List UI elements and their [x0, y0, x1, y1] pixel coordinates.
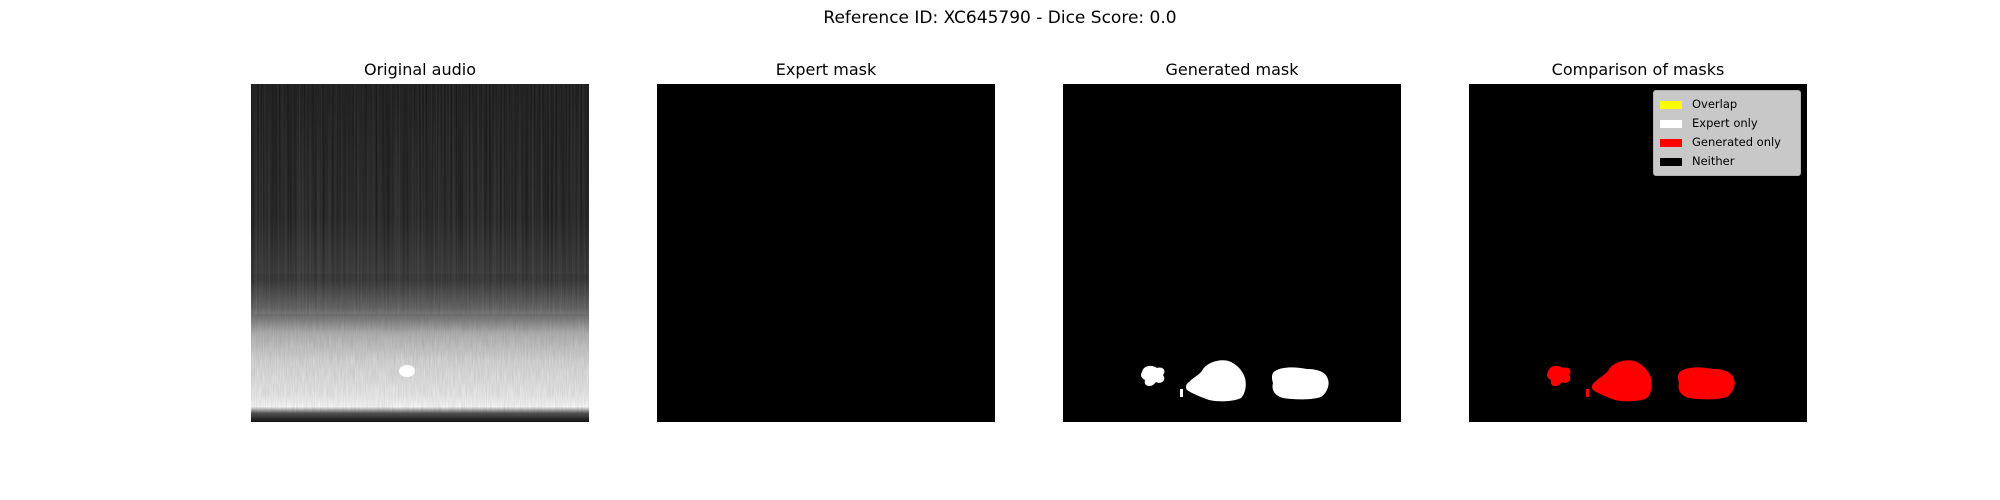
- expert-mask-image: [657, 84, 995, 422]
- legend-swatch: [1660, 100, 1682, 109]
- spectrogram-svg: [251, 84, 589, 422]
- mask-blob-right: [1271, 367, 1329, 400]
- spectrogram-image: [251, 84, 589, 422]
- comparison-legend: Overlap Expert only Generated only Neith…: [1653, 90, 1801, 176]
- legend-item-generated-only: Generated only: [1660, 133, 1794, 152]
- generated-mask-image: [1063, 84, 1401, 422]
- generated-mask-blobs: [1141, 360, 1329, 402]
- legend-item-neither: Neither: [1660, 152, 1794, 171]
- panel-title-original-audio: Original audio: [363, 60, 477, 79]
- legend-item-expert-only: Expert only: [1660, 114, 1794, 133]
- spectrogram-bright-spot: [399, 365, 415, 377]
- panel-title-expert-mask: Expert mask: [775, 60, 877, 79]
- spectrogram-texture: [251, 274, 589, 414]
- legend-item-overlap: Overlap: [1660, 95, 1794, 114]
- legend-swatch: [1660, 157, 1682, 166]
- generated-only-blobs: [1547, 360, 1735, 402]
- panel-title-generated-mask: Generated mask: [1165, 60, 1299, 79]
- legend-label: Generated only: [1692, 135, 1781, 149]
- mask-blob-small: [1141, 365, 1165, 387]
- comparison-mask-svg: [1547, 360, 1735, 402]
- panel-title-comparison: Comparison of masks: [1551, 60, 1725, 79]
- legend-swatch: [1660, 138, 1682, 147]
- legend-label: Neither: [1692, 154, 1735, 168]
- figure-title: Reference ID: XC645790 - Dice Score: 0.0: [823, 8, 1177, 28]
- mask-blob-large: [1185, 360, 1246, 402]
- comparison-blob-right: [1677, 367, 1735, 400]
- legend-label: Expert only: [1692, 116, 1758, 130]
- comparison-blob-large: [1591, 360, 1652, 402]
- comparison-blob-small: [1547, 365, 1571, 387]
- comparison-blob-fleck: [1586, 389, 1589, 397]
- generated-mask-svg: [1141, 360, 1329, 402]
- legend-label: Overlap: [1692, 97, 1738, 111]
- comparison-mask-image: Overlap Expert only Generated only Neith…: [1469, 84, 1807, 422]
- mask-blob-fleck: [1180, 389, 1183, 397]
- legend-swatch: [1660, 119, 1682, 128]
